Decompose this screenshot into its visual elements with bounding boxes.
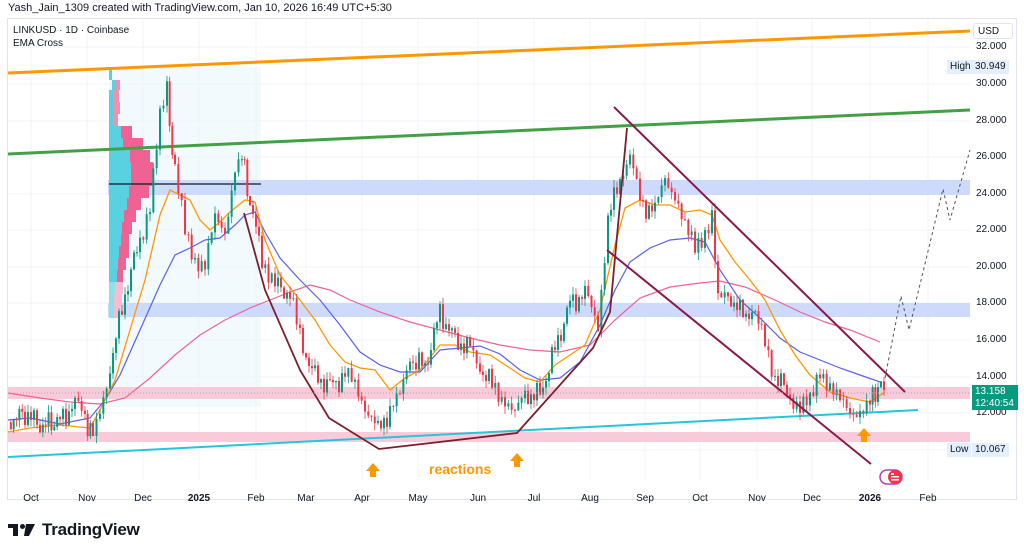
price-tick: 30.000 [976, 78, 1007, 89]
zone-blue-upper [108, 180, 970, 195]
tradingview-logo[interactable]: TradingView [8, 520, 140, 540]
price-tick: 12.000 [976, 407, 1007, 418]
indicator-name[interactable]: EMA Cross [13, 38, 64, 49]
time-tick: Nov [748, 493, 766, 504]
volume-profile-bars [109, 70, 154, 318]
price-tick: 22.000 [976, 224, 1007, 235]
time-tick: Jul [527, 493, 541, 504]
currency-selector[interactable]: USD [973, 23, 1013, 39]
mid-resistance-trendline[interactable] [7, 108, 971, 156]
volume-profile-range [109, 67, 261, 407]
price-axis[interactable]: 32.000 30.000 28.000 26.000 24.000 22.00… [970, 18, 1017, 480]
rounded-bottom-pattern [243, 127, 628, 450]
bar-countdown: 12:40:54 [975, 398, 1014, 409]
time-tick: Mar [297, 493, 315, 504]
time-tick: Jun [469, 493, 487, 504]
price-tick: 24.000 [976, 188, 1007, 199]
time-tick: Dec [134, 493, 152, 504]
price-tick: 32.000 [976, 41, 1007, 52]
high-label: High [947, 60, 974, 74]
bullish-projection-path [884, 149, 971, 379]
low-value: 10.067 [972, 443, 1009, 457]
upper-resistance-trendline[interactable] [7, 29, 971, 75]
tradingview-logo-icon [8, 524, 35, 536]
price-tick: 26.000 [976, 151, 1007, 162]
time-tick: Apr [354, 493, 370, 504]
time-tick: Sep [636, 493, 654, 504]
symbol-info[interactable]: LINKUSD · 1D · Coinbase [13, 25, 130, 36]
chart-frame [7, 18, 1017, 500]
descending-channel-lower[interactable] [606, 249, 872, 465]
time-tick: Feb [247, 493, 265, 504]
time-tick: Aug [581, 493, 599, 504]
time-tick: Feb [919, 493, 937, 504]
ema-fast-line [7, 189, 886, 433]
up-arrow-icon [510, 453, 524, 467]
price-tick: 18.000 [976, 297, 1007, 308]
up-arrow-icon [857, 428, 871, 442]
event-flag-icon[interactable] [879, 469, 903, 485]
time-tick: Nov [78, 493, 96, 504]
time-tick: 2026 [858, 493, 882, 504]
price-tick: 14.000 [976, 371, 1007, 382]
attribution-header: Yash_Jain_1309 created with TradingView.… [8, 2, 392, 14]
time-tick: 2025 [187, 493, 211, 504]
rising-support-trendline[interactable] [7, 409, 919, 458]
candlesticks[interactable] [9, 75, 885, 444]
price-tick: 16.000 [976, 334, 1007, 345]
last-price-value: 13.158 [975, 386, 1006, 397]
up-arrow-icon [366, 463, 380, 477]
price-tick: 20.000 [976, 261, 1007, 272]
zone-blue-lower [108, 303, 970, 317]
chart-legend: LINKUSD · 1D · Coinbase EMA Cross [13, 24, 129, 50]
ema-slow-line [7, 280, 881, 405]
logo-text: TradingView [42, 520, 140, 539]
time-tick: Dec [803, 493, 821, 504]
last-price-badge: 13.158 12:40:54 [972, 385, 1018, 410]
time-tick: Oct [23, 493, 39, 504]
descending-channel-upper[interactable] [613, 106, 906, 393]
time-axis[interactable]: Oct Nov Dec 2025 Feb Mar Apr May Jun Jul… [7, 480, 1017, 504]
price-tick: 28.000 [976, 115, 1007, 126]
high-value: 30.949 [972, 60, 1009, 74]
reactions-annotation: reactions [429, 461, 492, 477]
low-label: Low [947, 443, 972, 457]
time-tick: Oct [692, 493, 708, 504]
time-tick: May [408, 493, 428, 504]
